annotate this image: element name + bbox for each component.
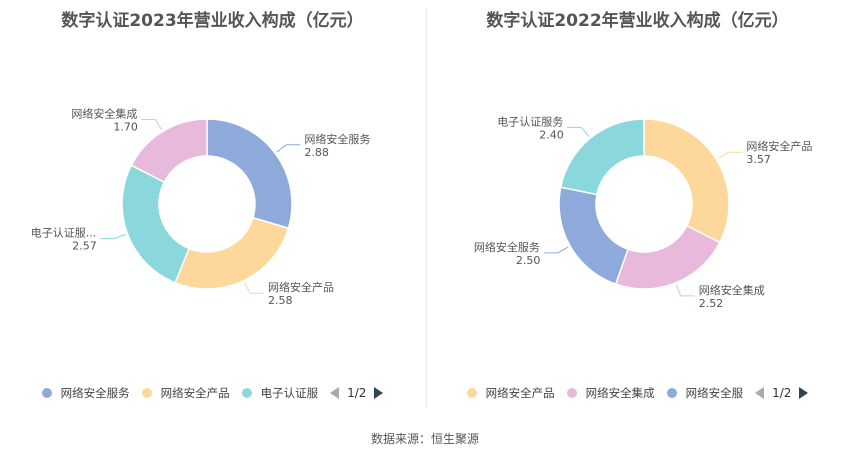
slice-name-label: 网络安全服务 (304, 132, 370, 146)
slice-name-label: 网络安全服务 (474, 240, 540, 254)
panel-divider (426, 8, 427, 408)
legend-label: 网络安全产品 (485, 386, 555, 400)
legend-item[interactable]: 网络安全服务 (41, 385, 130, 401)
slice-name-label: 网络安全产品 (746, 139, 812, 153)
legend-item[interactable]: 网络安全服 (666, 385, 744, 401)
donut-slice[interactable] (121, 164, 190, 284)
slice-value-label: 1.70 (113, 121, 138, 134)
donut-slice[interactable] (174, 216, 290, 290)
slice-name-label: 网络安全集成 (71, 107, 137, 121)
slice-name-label: 网络安全产品 (268, 280, 334, 294)
legend-2022: 网络安全产品 网络安全集成 网络安全服 1/2 (425, 383, 850, 403)
slice-name-label: 网络安全集成 (699, 283, 765, 297)
donut-slice[interactable] (206, 118, 293, 230)
legend-label: 电子认证服 (260, 386, 319, 400)
chart-panel-2022: 数字认证2022年营业收入构成（亿元） 网络安全产品 3.57 网络安全集成 2.52… (425, 0, 850, 420)
legend-label: 网络安全集成 (585, 386, 655, 400)
chart-title: 数字认证2023年营业收入构成（亿元） (61, 11, 364, 31)
label-leader-line (100, 233, 126, 240)
donut-slice[interactable] (130, 118, 208, 184)
legend-item[interactable]: 电子认证服 (241, 385, 319, 401)
label-leader-line (675, 284, 695, 297)
donut-slice[interactable] (558, 186, 629, 286)
legend-color-dot (466, 388, 477, 398)
slice-value-label: 2.58 (268, 294, 293, 307)
next-page-icon[interactable] (374, 387, 384, 399)
label-leader-line (141, 119, 163, 131)
donut-slice[interactable] (614, 224, 721, 290)
slice-value-label: 2.40 (539, 128, 564, 141)
legend-item[interactable]: 网络安全产品 (141, 385, 230, 401)
legend-color-dot (566, 388, 577, 398)
chart-panel-2023: 数字认证2023年营业收入构成（亿元） 网络安全服务 2.88 网络安全产品 2.58… (0, 0, 425, 420)
slice-value-label: 3.57 (746, 153, 771, 166)
data-source: 数据来源：恒生聚源 (370, 432, 479, 446)
legend-color-dot (666, 388, 677, 398)
legend-2023: 网络安全服务 网络安全产品 电子认证服 1/2 (0, 383, 425, 403)
legend-label: 网络安全服 (685, 386, 744, 400)
slice-value-label: 2.50 (516, 254, 541, 267)
slice-name-label: 电子认证服务 (497, 115, 563, 128)
legend-color-dot (241, 388, 252, 398)
legend-color-dot (41, 388, 52, 398)
label-leader-line (567, 126, 590, 138)
chart-title: 数字认证2022年营业收入构成（亿元） (486, 11, 789, 31)
slice-value-label: 2.57 (72, 240, 97, 253)
page-indicator: 1/2 (347, 386, 367, 400)
legend-label: 网络安全产品 (160, 386, 230, 400)
legend-item[interactable]: 网络安全产品 (466, 385, 555, 401)
donut-slice[interactable] (559, 118, 645, 196)
label-leader-line (543, 246, 569, 254)
slice-value-label: 2.88 (304, 146, 329, 159)
legend-color-dot (141, 388, 152, 398)
page-indicator: 1/2 (772, 386, 792, 400)
slice-value-label: 2.52 (699, 297, 724, 310)
label-leader-line (717, 151, 743, 159)
label-leader-line (244, 282, 264, 294)
legend-label: 网络安全服务 (60, 386, 130, 400)
legend-item[interactable]: 网络安全集成 (566, 385, 655, 401)
label-leader-line (276, 144, 301, 153)
previous-page-icon[interactable] (330, 387, 340, 399)
previous-page-icon[interactable] (755, 387, 765, 399)
slice-name-label: 电子认证服... (31, 227, 97, 240)
legend-pager: 1/2 (755, 386, 809, 400)
next-page-icon[interactable] (799, 387, 809, 399)
legend-pager: 1/2 (330, 386, 384, 400)
donut-slice[interactable] (643, 118, 730, 244)
